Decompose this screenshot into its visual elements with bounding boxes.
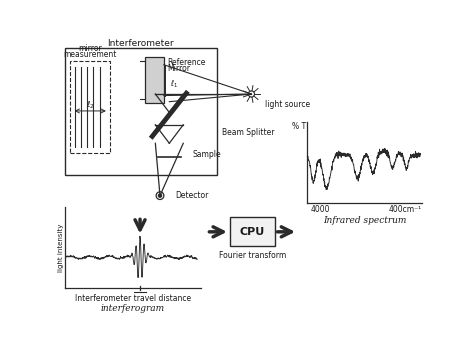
Text: 400cm⁻¹: 400cm⁻¹	[389, 205, 422, 214]
Text: measurement: measurement	[64, 50, 117, 59]
Text: light source: light source	[265, 100, 310, 109]
Text: Fourier transform: Fourier transform	[219, 251, 286, 260]
Text: $\ell_1$: $\ell_1$	[170, 78, 178, 90]
Text: Infrared spectrum: Infrared spectrum	[323, 216, 406, 225]
Bar	[65, 48, 217, 175]
Text: mirror: mirror	[78, 44, 102, 53]
Text: Detector: Detector	[175, 191, 209, 200]
Circle shape	[158, 194, 162, 197]
Text: 4000: 4000	[310, 205, 330, 214]
Bar	[145, 57, 164, 103]
Text: $\ell_2$: $\ell_2$	[86, 99, 95, 111]
Text: Interferometer travel distance: Interferometer travel distance	[75, 294, 191, 303]
Text: Beam Splitter: Beam Splitter	[222, 128, 274, 137]
Text: Interferometer: Interferometer	[107, 39, 174, 48]
Text: interferogram: interferogram	[101, 304, 165, 313]
Text: % T: % T	[292, 122, 306, 131]
Bar	[70, 61, 110, 153]
Text: Mirror: Mirror	[167, 64, 190, 73]
Text: Reference: Reference	[167, 58, 205, 67]
Bar	[230, 217, 275, 246]
Text: Sample: Sample	[192, 150, 221, 159]
Text: light intensity: light intensity	[58, 224, 64, 272]
Text: CPU: CPU	[239, 227, 265, 237]
